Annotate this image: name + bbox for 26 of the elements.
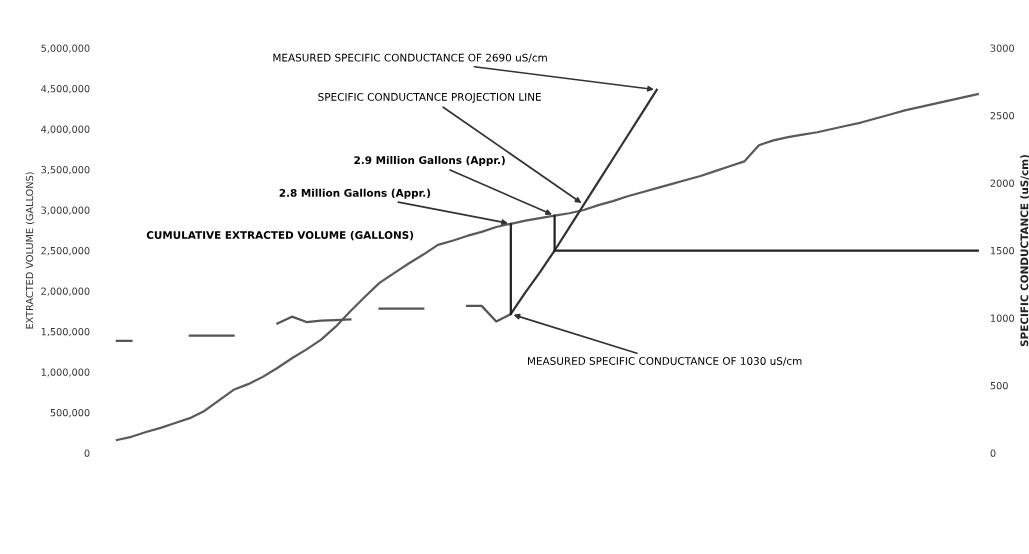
y2-tick-label: 1500 — [990, 247, 1015, 255]
y-tick-label: 1,000,000 — [41, 368, 90, 377]
y2-axis-title: SPECIFIC CONDUCTANCE (uS/cm) — [1020, 155, 1029, 347]
y-tick-label: 4,000,000 — [41, 125, 90, 134]
annotation: MEASURED SPECIFIC CONDUCTANCE OF 1030 uS/cm — [528, 357, 802, 366]
y-tick-label: 1,500,000 — [41, 327, 90, 337]
y-tick-label: 2,000,000 — [41, 287, 90, 296]
y-tick-label: 5,000,000 — [41, 44, 90, 53]
annotation: 2.9 Million Gallons (Appr.) — [354, 155, 505, 167]
y-tick-label: 3,000,000 — [41, 206, 90, 215]
y-tick-label: 0 — [84, 449, 90, 457]
y2-tick-label: 500 — [990, 381, 1008, 390]
annotation: CUMULATIVE EXTRACTED VOLUME (GALLONS) — [146, 230, 414, 241]
annotation: MEASURED SPECIFIC CONDUCTANCE OF 2690 uS/cm — [273, 53, 547, 63]
y-tick-label: 2,500,000 — [41, 247, 90, 256]
y-tick-label: 3,500,000 — [41, 166, 90, 175]
annotation: 2.8 Million Gallons (Appr.) — [279, 188, 431, 199]
y-tick-label: 500,000 — [50, 408, 90, 418]
y2-tick-label: 3000 — [990, 44, 1015, 52]
y2-tick-label: 1000 — [990, 314, 1015, 322]
y2-tick-label: 0 — [990, 449, 996, 457]
y2-tick-label: 2000 — [990, 179, 1015, 187]
y-tick-label: 4,500,000 — [41, 85, 90, 94]
y2-tick-label: 2500 — [990, 112, 1015, 120]
y-axis-title: EXTRACTED VOLUME (GALLONS) — [25, 172, 35, 329]
annotation: SPECIFIC CONDUCTANCE PROJECTION LINE — [318, 92, 541, 103]
